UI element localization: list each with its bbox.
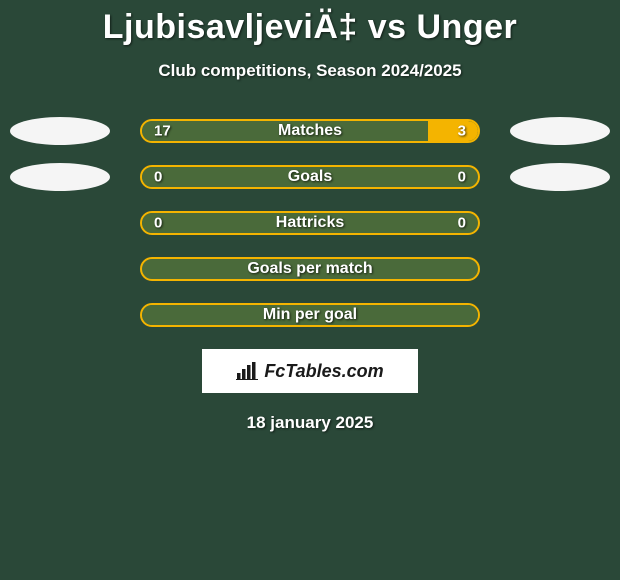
stat-bar: Min per goal <box>140 303 480 327</box>
stat-label: Hattricks <box>276 214 344 232</box>
stat-value-left: 0 <box>154 215 162 232</box>
player-left-marker <box>10 163 110 191</box>
bar-left-fill <box>142 167 310 187</box>
stat-row: Min per goal <box>0 303 620 327</box>
player-right-marker <box>510 117 610 145</box>
stat-bar: Goals 0 0 <box>140 165 480 189</box>
stat-bar: Goals per match <box>140 257 480 281</box>
stat-bar: Matches 17 3 <box>140 119 480 143</box>
comparison-card: LjubisavljeviÄ‡ vs Unger Club competitio… <box>0 0 620 433</box>
stat-value-right: 0 <box>458 169 466 186</box>
stat-label: Matches <box>278 122 342 140</box>
stat-label: Goals per match <box>247 260 372 278</box>
stat-bar: Hattricks 0 0 <box>140 211 480 235</box>
page-title: LjubisavljeviÄ‡ vs Unger <box>0 8 620 47</box>
stat-rows: Matches 17 3 Goals 0 0 Hattricks 0 0 Goals per ma… <box>0 119 620 327</box>
stat-row: Goals per match <box>0 257 620 281</box>
stat-label: Min per goal <box>263 306 357 324</box>
player-right-marker <box>510 163 610 191</box>
source-logo: FcTables.com <box>202 349 418 393</box>
bar-chart-icon <box>236 362 258 380</box>
stat-row: Matches 17 3 <box>0 119 620 143</box>
stat-value-right: 0 <box>458 215 466 232</box>
stat-value-left: 17 <box>154 123 171 140</box>
player-left-marker <box>10 117 110 145</box>
stat-row: Goals 0 0 <box>0 165 620 189</box>
stat-value-left: 0 <box>154 169 162 186</box>
date-label: 18 january 2025 <box>0 413 620 433</box>
page-subtitle: Club competitions, Season 2024/2025 <box>0 61 620 81</box>
stat-row: Hattricks 0 0 <box>0 211 620 235</box>
bar-right-fill <box>428 121 478 141</box>
logo-text: FcTables.com <box>264 361 383 382</box>
stat-label: Goals <box>288 168 332 186</box>
stat-value-right: 3 <box>458 123 466 140</box>
